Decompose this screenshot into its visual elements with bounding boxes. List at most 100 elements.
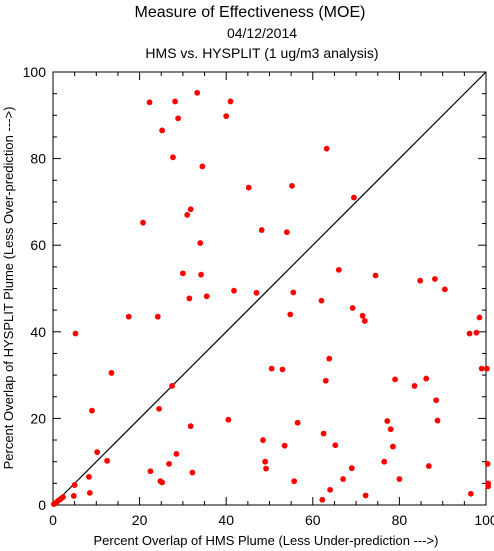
data-point	[466, 330, 473, 337]
data-point	[108, 370, 115, 376]
data-point	[349, 305, 356, 311]
data-point	[70, 493, 77, 499]
data-point	[258, 227, 265, 233]
data-point	[187, 206, 194, 213]
data-point	[203, 293, 210, 300]
data-point	[484, 460, 491, 467]
chart-subtitle-comparison: HMS vs. HYSPLIT (1 ug/m3 analysis)	[145, 45, 378, 61]
data-point	[225, 416, 232, 423]
data-point	[86, 489, 93, 496]
data-point	[72, 330, 79, 337]
data-point	[467, 490, 474, 497]
data-point	[170, 154, 176, 161]
data-point	[335, 266, 342, 273]
data-point	[381, 458, 388, 465]
y-axis-ticks: 0 20 40 60 80 100	[23, 64, 486, 513]
data-point	[89, 407, 95, 414]
data-point	[197, 240, 204, 246]
y-tick-label: 100	[23, 64, 47, 80]
data-point	[423, 375, 430, 382]
chart-subtitle-date: 04/12/2014	[227, 25, 297, 41]
data-point	[332, 442, 339, 449]
data-point	[434, 417, 441, 424]
data-point	[319, 496, 326, 503]
x-tick-label: 40	[218, 512, 234, 528]
data-point	[263, 465, 269, 472]
data-point	[390, 443, 396, 450]
y-axis-label: Percent Overlap of HYSPLIT Plume (Less O…	[1, 107, 16, 470]
data-point	[340, 476, 347, 482]
y-tick-label: 20	[30, 410, 46, 426]
data-point	[348, 465, 355, 472]
data-point	[291, 478, 298, 485]
data-point	[169, 383, 175, 389]
x-axis-ticks: 0 20 40 60 80 100	[49, 72, 494, 528]
data-point	[361, 318, 368, 324]
data-point	[166, 460, 172, 467]
data-point	[260, 437, 266, 443]
x-tick-label: 0	[49, 512, 57, 528]
data-point	[359, 312, 366, 319]
x-tick-label: 80	[392, 512, 408, 528]
data-point	[189, 469, 196, 476]
data-point	[289, 182, 295, 189]
data-points	[50, 89, 492, 508]
data-point	[94, 449, 101, 456]
data-point	[320, 430, 327, 437]
data-point	[392, 376, 398, 383]
data-point	[433, 397, 440, 404]
data-point	[147, 468, 154, 475]
data-point	[140, 219, 146, 226]
data-point	[187, 423, 194, 430]
data-point	[281, 442, 288, 449]
data-point	[86, 473, 92, 480]
data-point	[104, 457, 111, 464]
data-point	[351, 194, 357, 201]
reference-line-1-to-1	[52, 71, 487, 506]
data-point	[323, 145, 330, 152]
y-tick-label: 40	[30, 324, 46, 340]
data-point	[60, 494, 66, 501]
data-point	[268, 365, 275, 372]
data-point	[362, 492, 369, 499]
data-point	[262, 458, 269, 465]
data-point	[172, 98, 179, 105]
data-point	[71, 482, 78, 488]
data-point	[227, 98, 234, 105]
data-point	[283, 229, 290, 236]
data-point	[125, 313, 132, 320]
data-point	[159, 127, 166, 134]
data-point	[485, 483, 492, 490]
data-point	[384, 418, 391, 424]
data-point	[173, 451, 180, 457]
data-point	[253, 289, 260, 296]
y-tick-label: 80	[30, 151, 46, 167]
x-tick-label: 100	[474, 512, 494, 528]
data-point	[478, 365, 485, 372]
data-point	[326, 355, 333, 362]
data-point	[287, 311, 294, 318]
plot-area: 0 20 40 60 80 100 0 20 40 60 80 100	[23, 64, 494, 528]
data-point	[473, 329, 480, 336]
y-tick-label: 60	[30, 237, 46, 253]
data-point	[372, 272, 379, 279]
data-point	[294, 419, 301, 426]
data-point	[231, 287, 237, 294]
data-point	[322, 377, 329, 384]
data-point	[159, 479, 166, 486]
data-point	[327, 486, 334, 493]
data-point	[318, 297, 325, 304]
data-point	[290, 289, 297, 296]
data-point	[180, 270, 186, 277]
data-point	[387, 426, 394, 433]
data-point	[146, 99, 153, 106]
y-tick-label: 0	[38, 497, 46, 513]
data-point	[279, 366, 286, 373]
chart-title: Measure of Effectiveness (MOE)	[135, 4, 366, 21]
data-point	[156, 405, 162, 412]
x-axis-label: Percent Overlap of HMS Plume (Less Under…	[94, 533, 439, 548]
data-point	[425, 463, 432, 469]
data-point	[198, 271, 204, 278]
data-point	[396, 476, 403, 482]
